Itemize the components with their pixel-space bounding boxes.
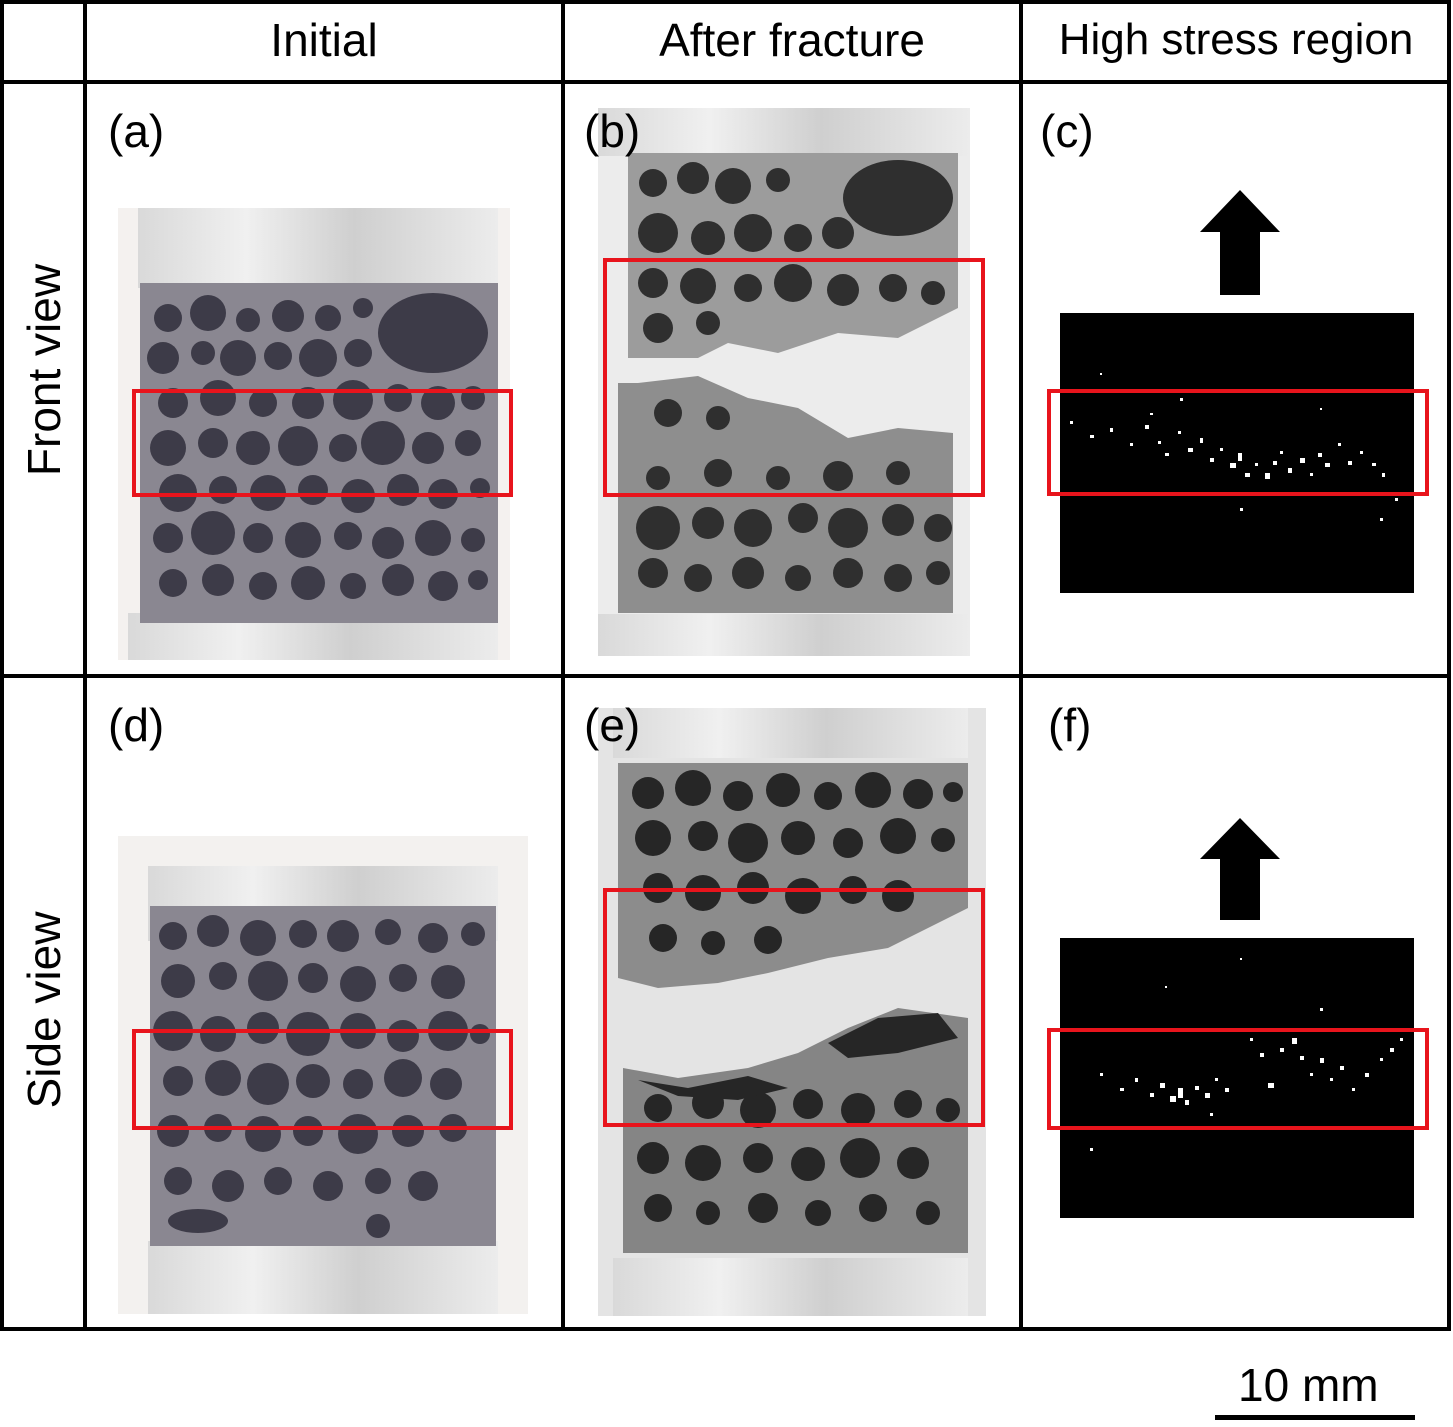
row-label-side-view: Side view xyxy=(18,911,70,1109)
photo-side-after-fracture xyxy=(598,708,986,1316)
panel-label-a: (a) xyxy=(108,105,165,157)
photo-front-initial xyxy=(118,208,510,660)
stress-points-side xyxy=(1090,958,1403,1151)
highlight-box-b xyxy=(603,258,985,497)
header-initial: Initial xyxy=(270,14,378,66)
header-high-stress-region: High stress region xyxy=(1058,15,1414,64)
stress-map-front xyxy=(1060,313,1414,593)
stress-map-side xyxy=(1060,938,1414,1218)
stress-points-front xyxy=(1070,373,1398,521)
row-label-front-view: Front view xyxy=(18,263,70,477)
highlight-box-c xyxy=(1047,389,1429,496)
up-arrow-icon xyxy=(1200,818,1280,920)
panel-label-e: (e) xyxy=(584,699,641,751)
panel-label-b: (b) xyxy=(584,105,641,157)
highlight-box-d xyxy=(132,1029,513,1130)
scale-bar xyxy=(1215,1415,1415,1420)
panel-label-f: (f) xyxy=(1048,699,1092,751)
photo-front-after-fracture xyxy=(598,108,970,656)
up-arrow-icon xyxy=(1200,190,1280,295)
header-after-fracture: After fracture xyxy=(659,14,925,66)
scale-bar-label: 10 mm xyxy=(1238,1359,1379,1411)
highlight-box-f xyxy=(1047,1028,1429,1130)
highlight-box-e xyxy=(603,888,985,1127)
panel-label-d: (d) xyxy=(108,699,165,751)
highlight-box-a xyxy=(132,389,513,497)
panel-label-c: (c) xyxy=(1040,105,1094,157)
